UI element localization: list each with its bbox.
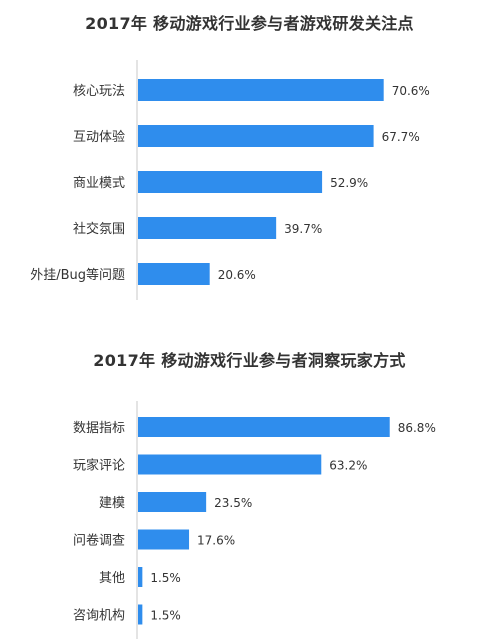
data-label: 63.2%: [329, 459, 367, 473]
bar-chart-svg: 核心玩法 70.6% 互动体验 67.7% 商业模式 52.9% 社交氛围 39.7% 外挂/B…: [30, 60, 430, 300]
chart-player-insight: 2017年 移动游戏行业参与者洞察玩家方式 数据指标 86.8% 玩家评论 63.2%…: [0, 335, 499, 639]
data-label: 20.6%: [218, 268, 256, 282]
bar: [138, 217, 277, 239]
category-label: 互动体验: [73, 129, 125, 145]
bar: [138, 417, 390, 437]
bar-chart-svg: 数据指标 86.8% 玩家评论 63.2% 建模 23.5% 问卷调查 17.6% 其他 1.5%…: [73, 401, 436, 639]
category-label: 其他: [99, 571, 125, 586]
data-label: 52.9%: [330, 176, 368, 190]
category-label: 玩家评论: [73, 458, 125, 474]
bar: [138, 454, 322, 475]
bar: [138, 125, 374, 147]
bar: [138, 567, 143, 587]
bar: [138, 492, 207, 512]
data-label: 67.7%: [382, 130, 420, 144]
category-label: 咨询机构: [73, 609, 125, 624]
category-label: 问卷调查: [73, 533, 125, 549]
data-label: 23.5%: [214, 496, 252, 510]
category-label: 外挂/Bug等问题: [30, 267, 125, 283]
bar: [138, 604, 143, 625]
data-label: 70.6%: [392, 84, 430, 98]
bar: [138, 529, 190, 550]
category-label: 数据指标: [73, 421, 125, 436]
data-label: 1.5%: [150, 609, 181, 623]
data-label: 1.5%: [150, 571, 181, 585]
data-label: 39.7%: [284, 222, 322, 236]
bar: [138, 79, 384, 101]
bar: [138, 171, 323, 193]
category-label: 核心玩法: [73, 84, 125, 99]
category-label: 建模: [99, 496, 125, 511]
bar: [138, 263, 210, 285]
chart-title: 2017年 移动游戏行业参与者洞察玩家方式: [93, 351, 406, 370]
data-label: 86.8%: [398, 421, 436, 435]
chart-title: 2017年 移动游戏行业参与者游戏研发关注点: [85, 14, 414, 33]
category-label: 商业模式: [73, 176, 125, 191]
data-label: 17.6%: [197, 534, 235, 548]
chart-research-focus: 2017年 移动游戏行业参与者游戏研发关注点 核心玩法 70.6% 互动体验 67.7…: [0, 0, 499, 300]
category-label: 社交氛围: [73, 221, 125, 237]
